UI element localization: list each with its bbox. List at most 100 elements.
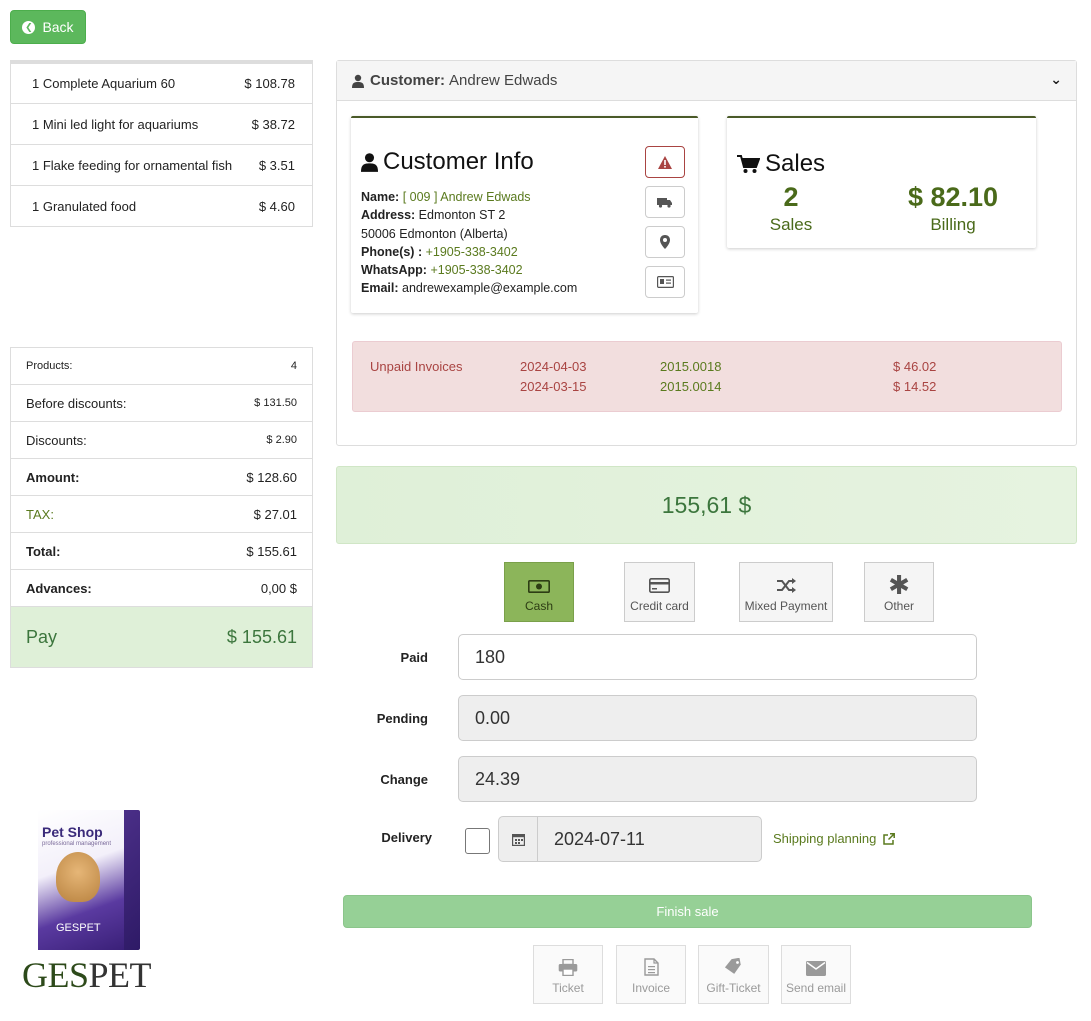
id-card-icon xyxy=(656,276,674,288)
before-discounts-row: Before discounts: $ 131.50 xyxy=(11,385,312,422)
box-title: Pet Shop xyxy=(42,824,103,840)
advances-label: Advances: xyxy=(26,580,92,596)
product-box-image: Pet Shop professional management GESPET xyxy=(38,810,140,950)
tag-icon xyxy=(724,958,741,974)
billing-amount: $ 82.10 xyxy=(907,182,999,212)
back-button[interactable]: ❮ Back xyxy=(10,10,86,44)
invoice-button[interactable]: Invoice xyxy=(616,945,686,1004)
cart-item-price: $ 38.72 xyxy=(251,116,295,132)
before-discounts-value: $ 131.50 xyxy=(254,397,297,409)
date-picker-button[interactable] xyxy=(498,816,538,862)
chevron-down-icon[interactable]: ⌄ xyxy=(1050,71,1062,87)
cart-item-label: 1 Complete Aquarium 60 xyxy=(32,76,176,91)
cart-item[interactable]: 1 Flake feeding for ornamental fish $ 3.… xyxy=(10,145,313,186)
customer-header-label: Customer: xyxy=(370,72,446,89)
delivery-checkbox[interactable] xyxy=(465,828,490,854)
credit-card-icon xyxy=(649,578,670,593)
discounts-row: Discounts: $ 2.90 xyxy=(11,422,312,459)
asterisk-icon: ✱ xyxy=(888,570,910,600)
payment-mixed-button[interactable]: Mixed Payment xyxy=(739,562,833,622)
discounts-value: $ 2.90 xyxy=(266,434,297,446)
cart-item[interactable]: 1 Complete Aquarium 60 $ 108.78 xyxy=(10,63,313,104)
sales-title: Sales xyxy=(737,150,825,178)
customer-whatsapp-link[interactable]: +1905-338-3402 xyxy=(430,263,523,278)
envelope-icon xyxy=(806,961,826,976)
advances-value: 0,00 $ xyxy=(260,580,297,596)
id-card-button[interactable] xyxy=(645,266,685,298)
pending-field: 0.00 xyxy=(458,695,977,741)
cash-icon xyxy=(528,580,550,593)
customer-details: Name: [ 009 ] Andrew Edwads Address: Edm… xyxy=(361,190,578,296)
gift-ticket-button[interactable]: Gift-Ticket xyxy=(698,945,769,1004)
customer-panel: Customer: Andrew Edwads ⌄ Customer Info … xyxy=(336,60,1077,446)
delivery-date-input[interactable]: 2024-07-11 xyxy=(537,816,762,862)
warning-button[interactable] xyxy=(645,146,685,178)
customer-panel-header[interactable]: Customer: Andrew Edwads ⌄ xyxy=(337,61,1076,101)
grand-total-display: 155,61 $ xyxy=(336,466,1077,544)
gespet-wordmark: GESPET xyxy=(22,955,152,995)
ticket-button[interactable]: Ticket xyxy=(533,945,603,1004)
grand-total-value: 155,61 $ xyxy=(661,491,752,518)
user-icon xyxy=(352,74,364,88)
products-label: Products: xyxy=(26,360,73,372)
pending-label: Pending xyxy=(376,711,428,726)
customer-header-name: Andrew Edwads xyxy=(449,72,558,89)
customer-address-2: 50006 Edmonton (Alberta) xyxy=(361,226,508,241)
customer-info-title: Customer Info xyxy=(361,148,534,176)
cart-item-price: $ 4.60 xyxy=(258,198,295,214)
customer-info-card: Customer Info Name: [ 009 ] Andrew Edwad… xyxy=(351,116,698,313)
unpaid-invoice-date: 2024-04-03 xyxy=(520,359,587,374)
customer-address: Edmonton ST 2 xyxy=(418,208,506,223)
tax-row: TAX: $ 27.01 xyxy=(11,496,312,533)
before-discounts-label: Before discounts: xyxy=(26,395,127,411)
total-label: Total: xyxy=(26,543,61,559)
unpaid-invoice-number[interactable]: 2015.0018 xyxy=(660,359,722,374)
sales-count: 2 xyxy=(783,182,799,212)
cart-item-price: $ 108.78 xyxy=(244,76,295,91)
calendar-icon xyxy=(512,833,525,846)
shipping-button[interactable] xyxy=(645,186,685,218)
products-row: Products: 4 xyxy=(11,348,312,385)
puppy-image xyxy=(56,852,100,902)
send-email-button[interactable]: Send email xyxy=(781,945,851,1004)
payment-other-button[interactable]: ✱ Other xyxy=(864,562,934,622)
tax-value: $ 27.01 xyxy=(253,506,297,522)
sales-count-label: Sales xyxy=(769,215,813,234)
discounts-label: Discounts: xyxy=(26,432,87,448)
change-label: Change xyxy=(380,772,428,787)
print-icon xyxy=(558,959,578,976)
cart-item-price: $ 3.51 xyxy=(258,157,295,173)
amount-row: Amount: $ 128.60 xyxy=(11,459,312,496)
cart-list: 1 Complete Aquarium 60 $ 108.78 1 Mini l… xyxy=(10,60,313,227)
delivery-label: Delivery xyxy=(381,830,432,845)
cart-item-label: 1 Flake feeding for ornamental fish xyxy=(32,157,233,173)
total-row: Total: $ 155.61 xyxy=(11,533,312,570)
warning-icon xyxy=(658,155,672,169)
customer-email: andrewexample@example.com xyxy=(402,281,578,296)
total-value: $ 155.61 xyxy=(246,543,297,559)
unpaid-invoices-alert: Unpaid Invoices 2024-04-03 2015.0018 $ 4… xyxy=(352,341,1062,412)
arrow-left-icon: ❮ xyxy=(22,20,36,34)
finish-sale-button[interactable]: Finish sale xyxy=(343,895,1032,928)
customer-name-link[interactable]: [ 009 ] Andrew Edwads xyxy=(402,190,531,204)
document-icon xyxy=(643,958,659,976)
user-icon xyxy=(361,153,378,172)
map-location-button[interactable] xyxy=(645,226,685,258)
box-subtitle: professional management xyxy=(42,841,112,847)
cart-item[interactable]: 1 Granulated food $ 4.60 xyxy=(10,186,313,227)
cart-item[interactable]: 1 Mini led light for aquariums $ 38.72 xyxy=(10,104,313,145)
shipping-planning-link[interactable]: Shipping planning xyxy=(773,831,896,846)
payment-credit-card-button[interactable]: Credit card xyxy=(624,562,695,622)
box-brand: GESPET xyxy=(56,922,101,934)
shopping-cart-icon xyxy=(737,154,760,173)
customer-phone-link[interactable]: +1905-338-3402 xyxy=(425,244,518,259)
unpaid-invoice-number[interactable]: 2015.0014 xyxy=(660,379,722,394)
unpaid-invoice-amount: $ 14.52 xyxy=(893,379,937,394)
products-value: 4 xyxy=(290,360,297,372)
paid-input[interactable]: 180 xyxy=(458,634,977,680)
gespet-logo: Pet Shop professional management GESPET … xyxy=(22,806,162,996)
advances-row: Advances: 0,00 $ xyxy=(11,570,312,607)
payment-cash-button[interactable]: Cash xyxy=(504,562,574,622)
tax-label: TAX: xyxy=(26,506,54,522)
change-field: 24.39 xyxy=(458,756,977,802)
